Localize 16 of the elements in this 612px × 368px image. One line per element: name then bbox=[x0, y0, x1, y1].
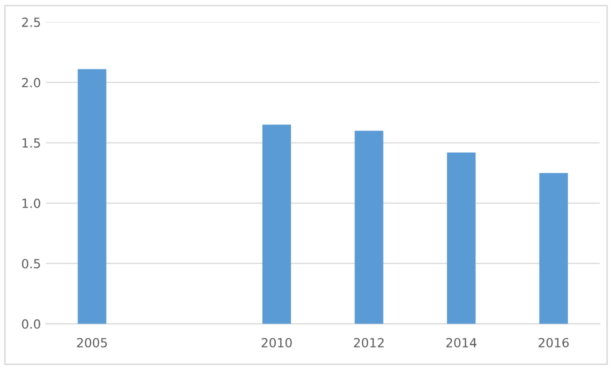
bar bbox=[354, 130, 384, 324]
x-tick-label: 2012 bbox=[354, 338, 384, 348]
y-tick-label: 2.0 bbox=[22, 78, 40, 88]
bar bbox=[446, 152, 476, 324]
bar bbox=[262, 124, 291, 324]
y-tick-label: 1.0 bbox=[22, 198, 40, 208]
bar bbox=[539, 172, 568, 324]
y-tick-label: 0.0 bbox=[22, 319, 40, 329]
y-tick-label: 0.5 bbox=[22, 258, 40, 268]
x-tick-label: 2010 bbox=[262, 338, 292, 348]
bar bbox=[78, 69, 106, 324]
y-tick-label: 2.5 bbox=[22, 18, 40, 28]
x-tick-label: 2016 bbox=[538, 338, 569, 348]
x-tick-label: 2014 bbox=[446, 338, 476, 348]
x-tick-label: 2005 bbox=[77, 338, 107, 348]
y-tick-label: 1.5 bbox=[22, 138, 40, 148]
